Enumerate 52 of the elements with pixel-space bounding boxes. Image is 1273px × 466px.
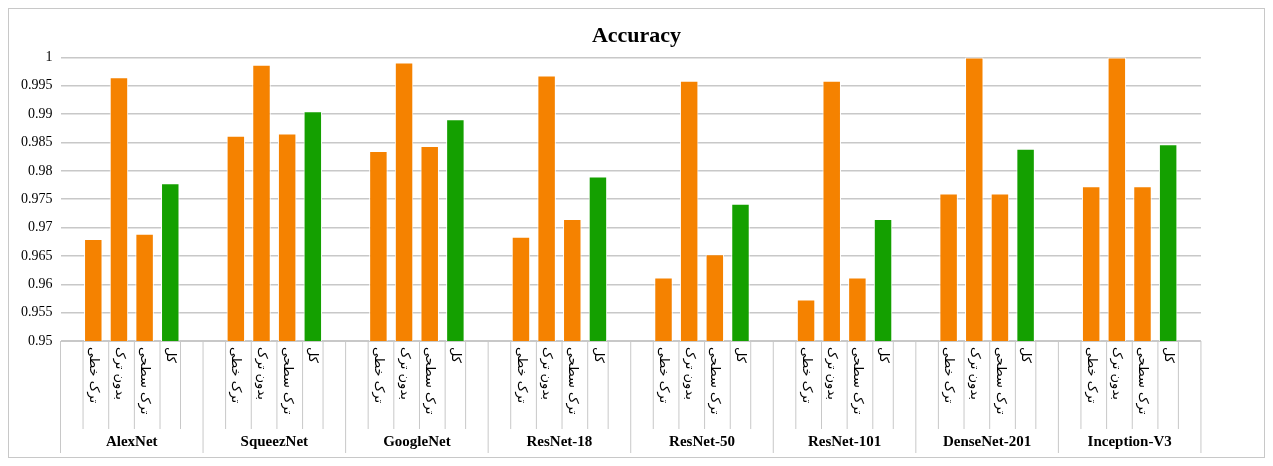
text: ترک سطحی (851, 347, 867, 415)
chart-title: Accuracy (591, 21, 682, 47)
text: بدون ترک (682, 347, 698, 400)
x-tick-label: GoogleNet (383, 432, 451, 449)
text: ترک سطحی (993, 347, 1009, 415)
text: بدون ترک (540, 347, 556, 400)
y-tick-label: 0.97 (28, 219, 53, 235)
text: ترک خطی (657, 347, 673, 404)
x-tick-label: Inception-V3 (1087, 432, 1172, 449)
text: بدون ترک (1110, 347, 1126, 400)
text: کل (1161, 347, 1177, 364)
text: بدون ترک (967, 347, 983, 400)
text: کل (876, 347, 892, 364)
y-tick-label: 0.98 (28, 162, 53, 178)
series-label: کل (163, 347, 179, 364)
y-tick-label: 0.995 (21, 77, 53, 93)
text: ترک خطی (372, 347, 388, 404)
text: کل (1019, 347, 1035, 364)
text: ترک سطحی (565, 347, 581, 415)
x-tick-label: ResNet-18 (526, 432, 593, 449)
y-tick-label: 0.985 (21, 134, 53, 150)
text: بدون ترک (825, 347, 841, 400)
series-label: ترک سطحی (137, 347, 154, 415)
text: ترک سطحی (423, 347, 439, 415)
y-tick-label: 0.96 (28, 275, 53, 291)
text: ترک سطحی (1136, 347, 1152, 415)
text: کل (734, 347, 750, 364)
text: ترک خطی (229, 347, 245, 404)
text: ترک خطی (942, 347, 958, 404)
text: بدون ترک (397, 347, 413, 400)
x-tick-label: ResNet-50 (669, 432, 735, 449)
text: کل (449, 347, 464, 364)
x-tick-label: SqueezNet (240, 432, 309, 449)
y-tick-label: 0.95 (28, 332, 53, 348)
text: کل (306, 347, 322, 364)
y-tick-label: 0.99 (28, 105, 53, 121)
text: ترک سطحی (708, 347, 724, 415)
y-tick-label: 0.955 (21, 304, 53, 320)
text: ترک خطی (514, 347, 530, 404)
text: ترک خطی (799, 347, 815, 404)
text: ترک خطی (1084, 347, 1100, 404)
y-tick-label: 1 (45, 49, 53, 65)
series-label: ترک خطی (85, 347, 102, 404)
x-tick-label: ResNet-101 (807, 432, 882, 449)
text: بدون ترک (255, 347, 271, 400)
x-tick-label: AlexNet (105, 432, 158, 449)
x-tick-label: DenseNet-201 (942, 432, 1032, 449)
text: کل (591, 347, 607, 364)
series-label: بدون ترک (111, 347, 128, 400)
y-tick-label: 0.975 (21, 190, 53, 206)
text: ترک سطحی (280, 347, 296, 415)
y-tick-label: 0.965 (21, 247, 53, 263)
